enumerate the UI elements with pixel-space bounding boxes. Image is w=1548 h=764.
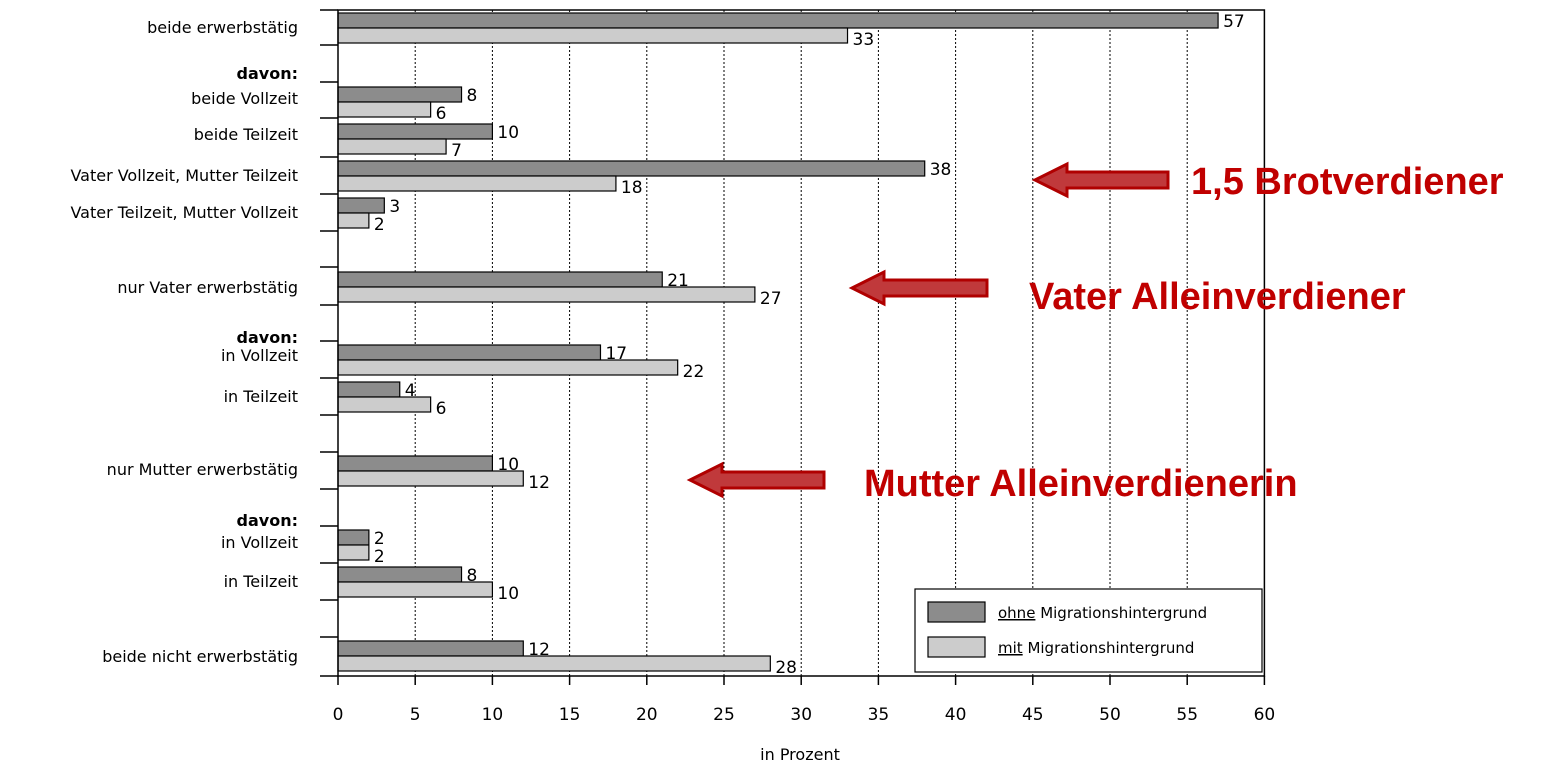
x-tick-label: 30 (790, 705, 812, 725)
category-label: beide Teilzeit (194, 125, 298, 144)
annotation-arrow (848, 269, 989, 307)
grid-lines (414, 10, 1188, 676)
x-tick-label: 15 (559, 705, 581, 725)
x-tick-label: 60 (1254, 705, 1276, 725)
data-label: 8 (467, 86, 478, 106)
data-label: 8 (467, 566, 478, 586)
subheader-davon: davon: (237, 328, 298, 347)
bar-mit (337, 175, 617, 192)
data-label: 4 (405, 381, 416, 401)
data-label: 10 (497, 123, 519, 143)
data-label: 33 (853, 30, 875, 50)
bar-mit (337, 655, 771, 672)
x-tick-label: 5 (410, 705, 421, 725)
x-tick-label: 45 (1022, 705, 1044, 725)
data-label: 3 (389, 197, 400, 217)
bar-ohne (337, 529, 370, 546)
legend: ohne Migrationshintergrund mit Migrations… (914, 588, 1263, 673)
category-label: in Vollzeit (221, 533, 298, 552)
bar-ohne (337, 86, 463, 103)
category-label: nur Mutter erwerbstätig (107, 460, 298, 479)
data-label: 17 (605, 344, 627, 364)
bar-ohne (337, 344, 602, 361)
x-axis-title: in Prozent (760, 745, 840, 764)
legend-label: mit Migrationshintergrund (998, 639, 1194, 657)
data-label: 38 (930, 160, 952, 180)
data-label: 27 (760, 289, 782, 309)
data-label: 12 (528, 640, 550, 660)
bar-mit (337, 544, 370, 561)
data-label: 12 (528, 473, 550, 493)
x-tick-label: 50 (1099, 705, 1121, 725)
data-label: 21 (667, 271, 689, 291)
bar-ohne (337, 566, 463, 583)
bar-mit (337, 138, 447, 155)
data-label: 2 (374, 215, 385, 235)
data-label: 10 (497, 584, 519, 604)
annotation-arrow (1031, 161, 1170, 199)
x-tick-label: 25 (713, 705, 735, 725)
category-label: in Teilzeit (224, 572, 298, 591)
annotation-arrow (686, 461, 826, 499)
bar-ohne (337, 271, 663, 288)
legend-label: ohne Migrationshintergrund (998, 604, 1207, 622)
subheader-davon: davon: (237, 64, 298, 83)
annotation-text: Vater Alleinverdiener (1029, 276, 1406, 318)
legend-swatch (927, 636, 986, 658)
category-label: beide nicht erwerbstätig (102, 647, 298, 666)
annotation-text: 1,5 Brotverdiener (1191, 161, 1504, 203)
x-tick-label: 55 (1176, 705, 1198, 725)
x-tick-label: 10 (482, 705, 504, 725)
bar-ohne (337, 160, 926, 177)
bar-ohne (337, 455, 493, 472)
category-label: Vater Vollzeit, Mutter Teilzeit (70, 166, 298, 185)
x-tick-label: 20 (636, 705, 658, 725)
data-label: 28 (775, 658, 797, 678)
data-label: 22 (683, 362, 705, 382)
bar-ohne (337, 197, 385, 214)
data-label: 2 (374, 547, 385, 567)
annotation-text: Mutter Alleinverdienerin (864, 463, 1298, 505)
bar-ohne (337, 381, 401, 398)
bar-ohne (337, 640, 524, 657)
data-label: 7 (451, 141, 462, 161)
annotations: 1,5 Brotverdiener Vater Alleinverdiener Mu… (686, 161, 1504, 505)
bar-mit (337, 101, 432, 118)
category-label: nur Vater erwerbstätig (117, 278, 298, 297)
axes: 0 5 10 15 20 25 30 35 40 45 50 55 60 (320, 9, 1276, 725)
data-label: 6 (436, 104, 447, 124)
category-label: Vater Teilzeit, Mutter Vollzeit (70, 203, 298, 222)
bar-ohne (337, 123, 493, 140)
bar-mit (337, 286, 756, 303)
category-label: in Vollzeit (221, 346, 298, 365)
bar-ohne (337, 12, 1219, 29)
bar-mit (337, 470, 524, 487)
category-label: beide Vollzeit (191, 89, 298, 108)
x-tick-label: 40 (945, 705, 967, 725)
bar-mit (337, 396, 432, 413)
category-label: beide erwerbstätig (147, 18, 298, 37)
legend-swatch (927, 601, 986, 623)
category-label: in Teilzeit (224, 387, 298, 406)
data-label: 18 (621, 178, 643, 198)
data-label: 57 (1223, 12, 1245, 32)
data-label: 2 (374, 529, 385, 549)
data-label: 10 (497, 455, 519, 475)
x-tick-label: 35 (868, 705, 890, 725)
x-tick-label: 0 (333, 705, 344, 725)
data-label: 6 (436, 399, 447, 419)
bar-mit (337, 212, 370, 229)
subheader-davon: davon: (237, 511, 298, 530)
bar-mit (337, 27, 849, 44)
